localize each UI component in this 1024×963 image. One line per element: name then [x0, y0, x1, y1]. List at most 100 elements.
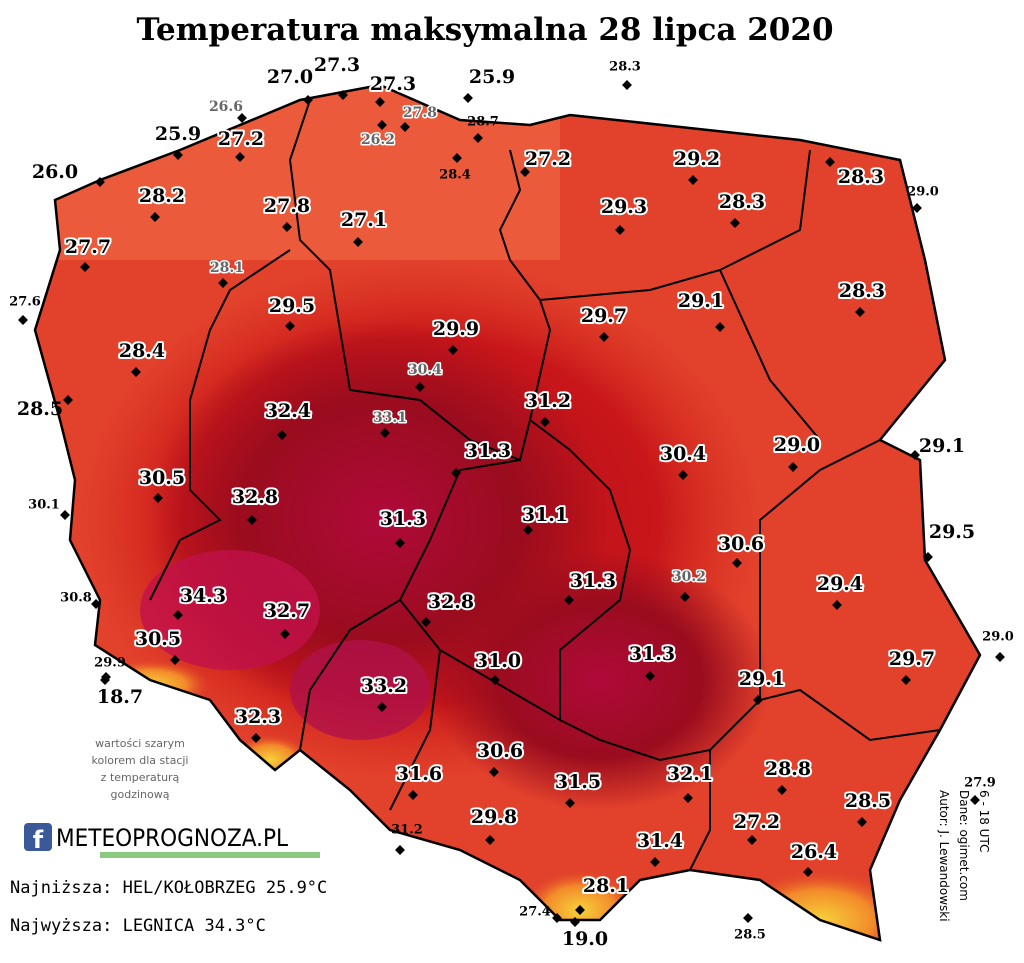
station-value: 28.2: [139, 185, 185, 207]
station-value: 27.7: [65, 236, 111, 258]
station-marker: [730, 218, 740, 228]
note-line: kolorem dla stacji: [92, 754, 189, 767]
station-marker: [421, 617, 431, 627]
station-value: 29.1: [739, 668, 785, 690]
station-value: 29.5: [269, 295, 315, 317]
station-marker: [753, 695, 763, 705]
station-marker: [95, 177, 105, 187]
station-value: 29.9: [94, 656, 126, 671]
station-marker: [150, 212, 160, 222]
lowest: Najniższa: HEL/KOŁOBRZEG 25.9°C: [10, 878, 327, 898]
station-value: 27.3: [370, 73, 416, 95]
station-value: 27.2: [218, 128, 264, 150]
station-value: 30.6: [477, 740, 523, 762]
station-marker: [615, 225, 625, 235]
station-value: 31.5: [555, 771, 601, 793]
station-value: 26.0: [32, 161, 78, 183]
station-value: 29.9: [433, 318, 479, 340]
station-value: 28.7: [467, 115, 499, 130]
station-value: 27.6: [9, 295, 41, 310]
station-value: 26.4: [791, 841, 837, 863]
station-value: 31.3: [465, 440, 511, 462]
station-value: 30.1: [28, 498, 60, 513]
station-value: 28.5: [17, 398, 63, 420]
credit-line: Autor: J. Lewandowski: [937, 790, 951, 922]
station-marker: [153, 493, 163, 503]
station-value: 29.1: [678, 290, 724, 312]
station-marker: [743, 913, 753, 923]
station-marker: [552, 913, 562, 923]
station-marker: [173, 610, 183, 620]
station-value: 31.2: [391, 823, 423, 838]
note: wartości szarym kolorem dla stacji z tem…: [92, 737, 189, 801]
station-marker: [832, 600, 842, 610]
station-value: 28.3: [609, 60, 641, 75]
station-value: 28.3: [838, 166, 884, 188]
station-value: 30.5: [139, 467, 185, 489]
station-marker: [901, 675, 911, 685]
station-marker: [18, 315, 28, 325]
station-value: 32.7: [264, 600, 310, 622]
station-marker: [857, 817, 867, 827]
station-marker: [747, 835, 757, 845]
station-marker: [395, 538, 405, 548]
station-value: 34.3: [180, 585, 226, 607]
station-marker: [173, 150, 183, 160]
station-marker: [282, 222, 292, 232]
station-value: 27.8: [264, 195, 310, 217]
station-value: 28.3: [839, 280, 885, 302]
station-value: 31.0: [475, 650, 521, 672]
station-value: 28.3: [719, 191, 765, 213]
station-marker: [395, 845, 405, 855]
station-marker: [377, 702, 387, 712]
station-value: 31.3: [380, 508, 426, 530]
station-value: 32.8: [428, 591, 474, 613]
station-marker: [520, 167, 530, 177]
station-value: 30.8: [60, 591, 92, 606]
station-marker: [570, 917, 580, 927]
station-marker: [650, 857, 660, 867]
station-marker: [60, 510, 70, 520]
station-value: 27.8: [403, 105, 437, 121]
station-marker: [855, 307, 865, 317]
station-marker: [473, 133, 483, 143]
station-value: 28.5: [734, 928, 766, 943]
station-marker: [100, 675, 110, 685]
station-value: 29.1: [919, 435, 965, 457]
station-marker: [599, 332, 609, 342]
station-marker: [970, 795, 980, 805]
logo: f METEOPROGNOZA.PL: [24, 823, 320, 858]
station-marker: [995, 652, 1005, 662]
station-value: 27.2: [525, 148, 571, 170]
highest: Najwyższa: LEGNICA 34.3°C: [10, 916, 266, 936]
station-value: 29.5: [929, 521, 975, 543]
station-value: 32.4: [265, 400, 311, 422]
station-marker: [825, 157, 835, 167]
station-marker: [803, 867, 813, 877]
station-value: 31.6: [396, 763, 442, 785]
facebook-icon: [24, 823, 52, 851]
station-value: 30.2: [672, 569, 706, 585]
station-value: 31.1: [522, 504, 568, 526]
station-value: 33.2: [361, 675, 407, 697]
station-value: 28.5: [845, 790, 891, 812]
station-marker: [912, 203, 922, 213]
station-marker: [683, 793, 693, 803]
station-marker: [688, 175, 698, 185]
station-marker: [732, 558, 742, 568]
station-value: 30.6: [718, 533, 764, 555]
station-value: 32.1: [667, 763, 713, 785]
station-value: 28.4: [119, 340, 165, 362]
station-marker: [910, 450, 920, 460]
station-value: 32.8: [232, 486, 278, 508]
station-value: 28.8: [765, 758, 811, 780]
station-marker: [247, 515, 257, 525]
station-value: 29.0: [982, 630, 1014, 645]
station-marker: [923, 552, 933, 562]
station-marker: [280, 629, 290, 639]
station-value: 26.2: [361, 132, 395, 148]
station-marker: [170, 655, 180, 665]
station-marker: [523, 525, 533, 535]
station-value: 28.4: [439, 168, 471, 183]
